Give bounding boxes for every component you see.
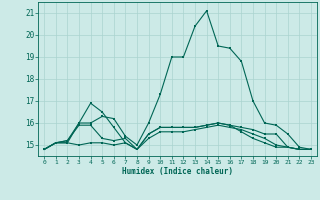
X-axis label: Humidex (Indice chaleur): Humidex (Indice chaleur) (122, 167, 233, 176)
